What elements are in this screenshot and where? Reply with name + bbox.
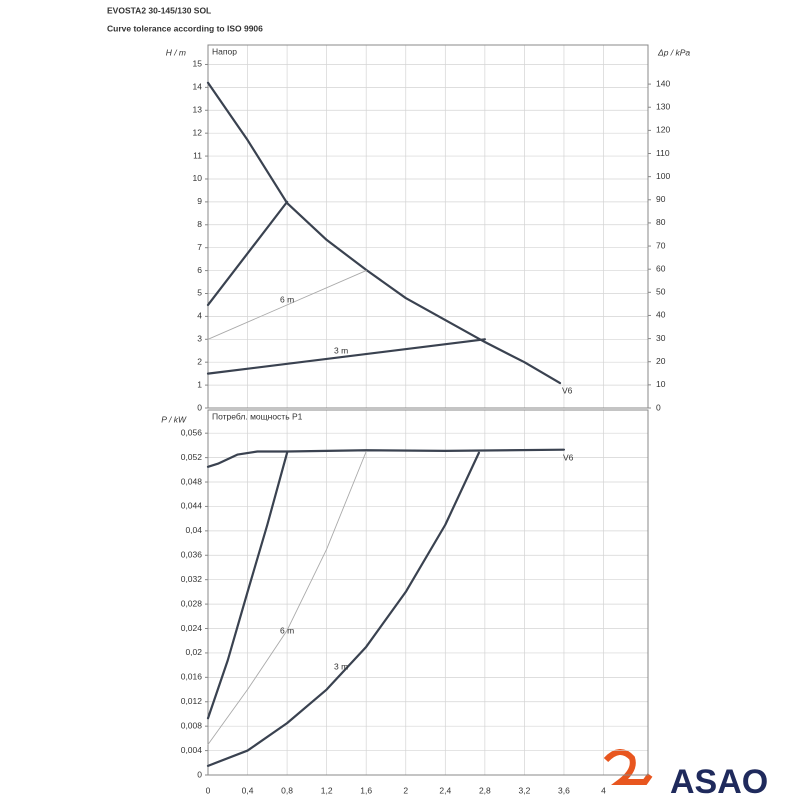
y-tick-label: 0 bbox=[197, 402, 202, 412]
y-tick-label: 2 bbox=[197, 356, 202, 366]
y2-tick-label: 130 bbox=[656, 101, 670, 111]
y-tick-label: 10 bbox=[193, 173, 203, 183]
curve-label: V6 bbox=[563, 452, 574, 462]
y2-tick-label: 90 bbox=[656, 194, 666, 204]
y2-tick-label: 140 bbox=[656, 78, 670, 88]
y2-tick-label: 40 bbox=[656, 310, 666, 320]
y2-tick-label: 10 bbox=[656, 379, 666, 389]
y-tick-label: 6 bbox=[197, 265, 202, 275]
y-tick-label: 8 bbox=[197, 219, 202, 229]
panel-label: Потребл. мощность P1 bbox=[212, 411, 303, 421]
y2-tick-label: 20 bbox=[656, 356, 666, 366]
y-tick-label: 0,036 bbox=[181, 550, 203, 560]
logo: ASAO bbox=[603, 749, 768, 800]
x-tick-label: 2 bbox=[403, 785, 408, 795]
curve bbox=[207, 270, 367, 340]
y-axis-label: P / kW bbox=[161, 414, 187, 424]
y-tick-label: 4 bbox=[197, 311, 202, 321]
y2-tick-label: 100 bbox=[656, 171, 670, 181]
y2-axis-label: Δp / kPa bbox=[657, 47, 690, 57]
y-tick-label: 0,008 bbox=[181, 720, 203, 730]
x-tick-label: 3,2 bbox=[518, 785, 530, 795]
x-tick-label: 4 bbox=[601, 785, 606, 795]
y-tick-label: 14 bbox=[193, 82, 203, 92]
x-tick-label: 1,6 bbox=[360, 785, 372, 795]
y-tick-label: 0,048 bbox=[181, 476, 203, 486]
y-tick-label: 0,04 bbox=[185, 525, 202, 535]
y-tick-label: 0,016 bbox=[181, 672, 203, 682]
x-tick-label: 0 bbox=[206, 785, 211, 795]
curve bbox=[206, 451, 481, 767]
y-tick-label: 3 bbox=[197, 334, 202, 344]
x-tick-label: 2,8 bbox=[479, 785, 491, 795]
y-tick-label: 0,012 bbox=[181, 696, 203, 706]
panel-label: Напор bbox=[212, 46, 237, 56]
plot-frame bbox=[207, 44, 649, 409]
curve bbox=[206, 200, 289, 307]
y-tick-label: 0,052 bbox=[181, 452, 203, 462]
curve-label: 3 m bbox=[334, 345, 348, 355]
subtitle: Curve tolerance according to ISO 9906 bbox=[107, 23, 263, 33]
y-tick-label: 0,056 bbox=[181, 427, 203, 437]
x-tick-label: 1,2 bbox=[321, 785, 333, 795]
curve bbox=[206, 451, 289, 720]
y2-tick-label: 30 bbox=[656, 333, 666, 343]
y-tick-label: 0,004 bbox=[181, 745, 203, 755]
y-tick-label: 15 bbox=[193, 59, 203, 69]
y-tick-label: 0,032 bbox=[181, 574, 203, 584]
curve-label: V6 bbox=[562, 385, 573, 395]
curve-label: 3 m bbox=[334, 661, 348, 671]
curve bbox=[207, 451, 367, 745]
x-tick-label: 2,4 bbox=[439, 785, 451, 795]
curve bbox=[206, 81, 562, 385]
y2-tick-label: 60 bbox=[656, 263, 666, 273]
y2-tick-label: 70 bbox=[656, 240, 666, 250]
curve bbox=[206, 338, 486, 375]
y-tick-label: 0 bbox=[197, 769, 202, 779]
curve-label: 6 m bbox=[280, 625, 294, 635]
x-tick-label: 0,8 bbox=[281, 785, 293, 795]
y2-tick-label: 80 bbox=[656, 217, 666, 227]
y-tick-label: 1 bbox=[197, 379, 202, 389]
y-tick-label: 0,02 bbox=[185, 647, 202, 657]
y2-tick-label: 110 bbox=[656, 148, 670, 158]
y2-tick-label: 120 bbox=[656, 125, 670, 135]
y-tick-label: 7 bbox=[197, 242, 202, 252]
y2-tick-label: 0 bbox=[656, 402, 661, 412]
plot-frame bbox=[207, 409, 649, 776]
logo-icon bbox=[603, 749, 653, 785]
x-tick-label: 3,6 bbox=[558, 785, 570, 795]
curve-label: 6 m bbox=[280, 294, 294, 304]
y-tick-label: 11 bbox=[193, 150, 202, 160]
logo-text: ASAO bbox=[670, 763, 768, 800]
y-tick-label: 0,044 bbox=[181, 501, 203, 511]
y2-tick-label: 50 bbox=[656, 287, 666, 297]
y-axis-label: H / m bbox=[166, 47, 186, 57]
y-tick-label: 12 bbox=[193, 127, 203, 137]
y-tick-label: 9 bbox=[197, 196, 202, 206]
y-tick-label: 13 bbox=[193, 105, 203, 115]
y-tick-label: 0,024 bbox=[181, 623, 203, 633]
y-tick-label: 5 bbox=[197, 288, 202, 298]
title: EVOSTA2 30-145/130 SOL bbox=[107, 5, 211, 15]
y-tick-label: 0,028 bbox=[181, 598, 203, 608]
curve bbox=[206, 448, 566, 468]
x-tick-label: 0,4 bbox=[242, 785, 254, 795]
